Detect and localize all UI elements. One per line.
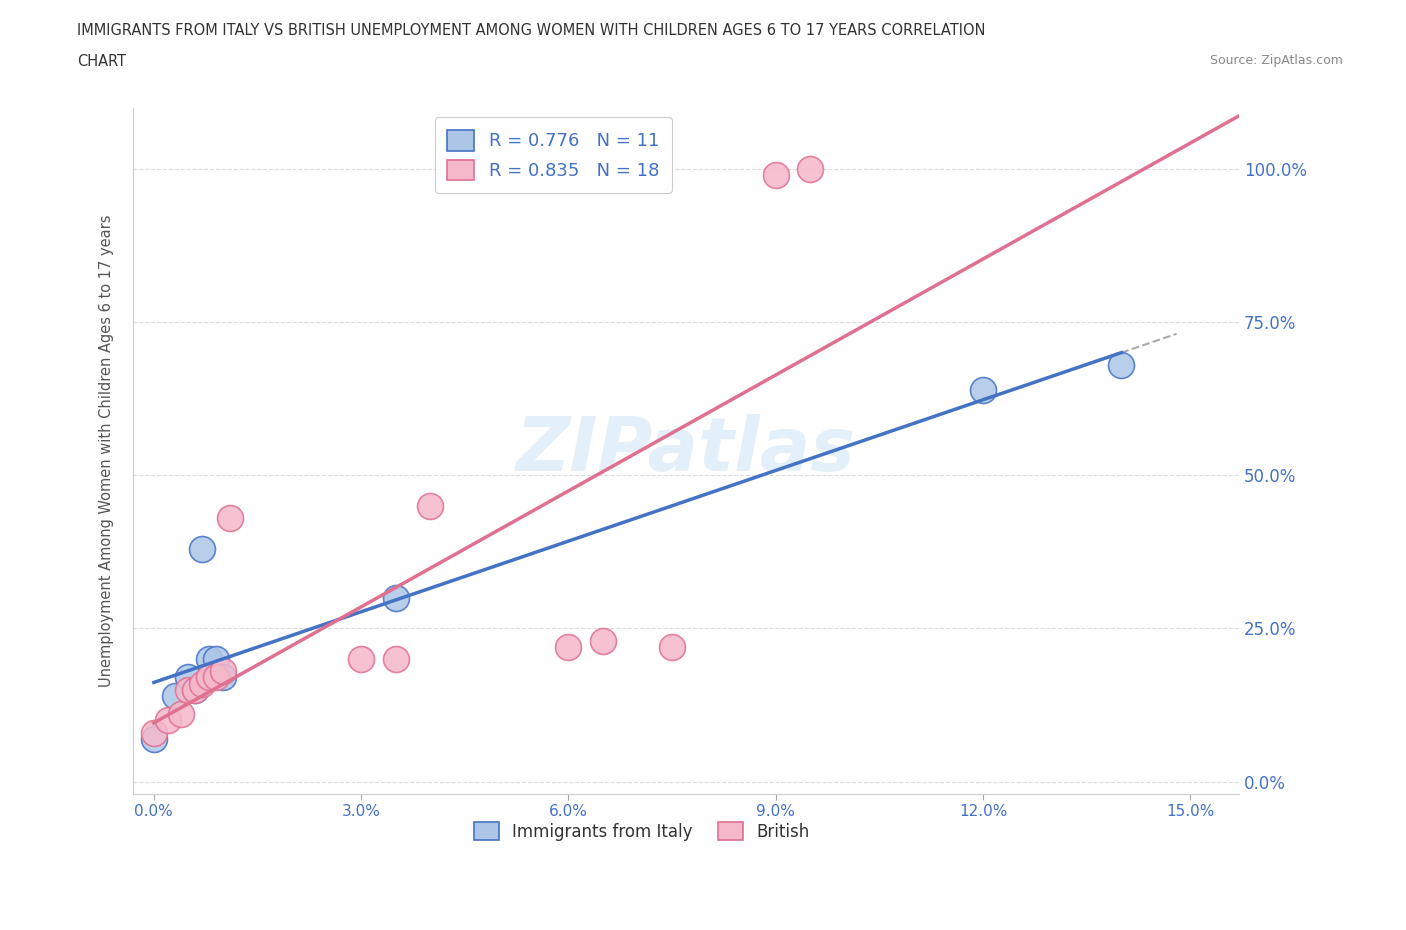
Point bbox=[799, 162, 821, 177]
Point bbox=[184, 683, 207, 698]
Point bbox=[142, 725, 165, 740]
Point bbox=[142, 731, 165, 746]
Point bbox=[592, 633, 614, 648]
Point bbox=[191, 676, 214, 691]
Point bbox=[198, 652, 221, 667]
Point bbox=[212, 664, 235, 679]
Point bbox=[557, 640, 579, 655]
Point bbox=[218, 511, 240, 525]
Point bbox=[156, 713, 179, 728]
Legend: Immigrants from Italy, British: Immigrants from Italy, British bbox=[467, 816, 815, 847]
Text: ZIPatlas: ZIPatlas bbox=[516, 415, 856, 487]
Point bbox=[191, 541, 214, 556]
Point bbox=[384, 652, 406, 667]
Point bbox=[661, 640, 683, 655]
Text: IMMIGRANTS FROM ITALY VS BRITISH UNEMPLOYMENT AMONG WOMEN WITH CHILDREN AGES 6 T: IMMIGRANTS FROM ITALY VS BRITISH UNEMPLO… bbox=[77, 23, 986, 38]
Point bbox=[765, 168, 787, 183]
Point bbox=[184, 683, 207, 698]
Point bbox=[419, 498, 441, 513]
Point bbox=[972, 382, 994, 397]
Point bbox=[177, 683, 200, 698]
Text: CHART: CHART bbox=[77, 54, 127, 69]
Point bbox=[177, 670, 200, 684]
Y-axis label: Unemployment Among Women with Children Ages 6 to 17 years: Unemployment Among Women with Children A… bbox=[100, 215, 114, 687]
Point bbox=[350, 652, 373, 667]
Point bbox=[198, 670, 221, 684]
Point bbox=[384, 591, 406, 605]
Point bbox=[212, 670, 235, 684]
Point bbox=[205, 670, 228, 684]
Point bbox=[170, 707, 193, 722]
Point bbox=[1111, 358, 1133, 373]
Text: Source: ZipAtlas.com: Source: ZipAtlas.com bbox=[1209, 54, 1343, 67]
Point bbox=[205, 652, 228, 667]
Point bbox=[163, 688, 186, 703]
